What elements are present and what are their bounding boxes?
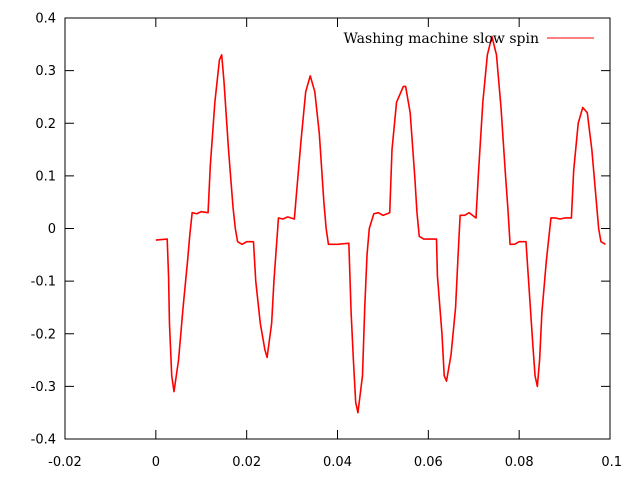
y-tick-label: -0.2: [31, 327, 56, 342]
y-tick-label: 0.3: [35, 64, 56, 79]
y-tick-label: 0.1: [35, 169, 56, 184]
x-tick-label: 0.08: [505, 455, 534, 470]
legend-label: Washing machine slow spin: [343, 31, 539, 47]
plot-frame: [64, 17, 611, 440]
legend: Washing machine slow spin: [343, 31, 594, 47]
y-tick-label: -0.1: [31, 275, 56, 290]
y-tick-label: -0.4: [31, 433, 56, 448]
series-group: [155, 35, 606, 414]
x-tick-label: 0.06: [414, 455, 443, 470]
y-tick-label: 0.4: [35, 12, 56, 27]
axis-ticks: [64, 17, 611, 440]
x-tick-label: 0.1: [601, 455, 622, 470]
series-line: [155, 35, 606, 414]
x-tick-label: 0: [152, 455, 160, 470]
x-tick-label: 0.04: [323, 455, 352, 470]
y-tick-label: -0.3: [31, 380, 56, 395]
x-tick-label: -0.02: [48, 455, 82, 470]
y-tick-label: 0.2: [35, 117, 56, 132]
y-tick-label: 0: [48, 222, 56, 237]
x-tick-label: 0.02: [232, 455, 261, 470]
axis-tick-labels: -0.4 -0.3 -0.2 -0.1 0 0.1 0.2 0.3 0.4 -0.02 0 0.02 0…: [31, 12, 622, 471]
